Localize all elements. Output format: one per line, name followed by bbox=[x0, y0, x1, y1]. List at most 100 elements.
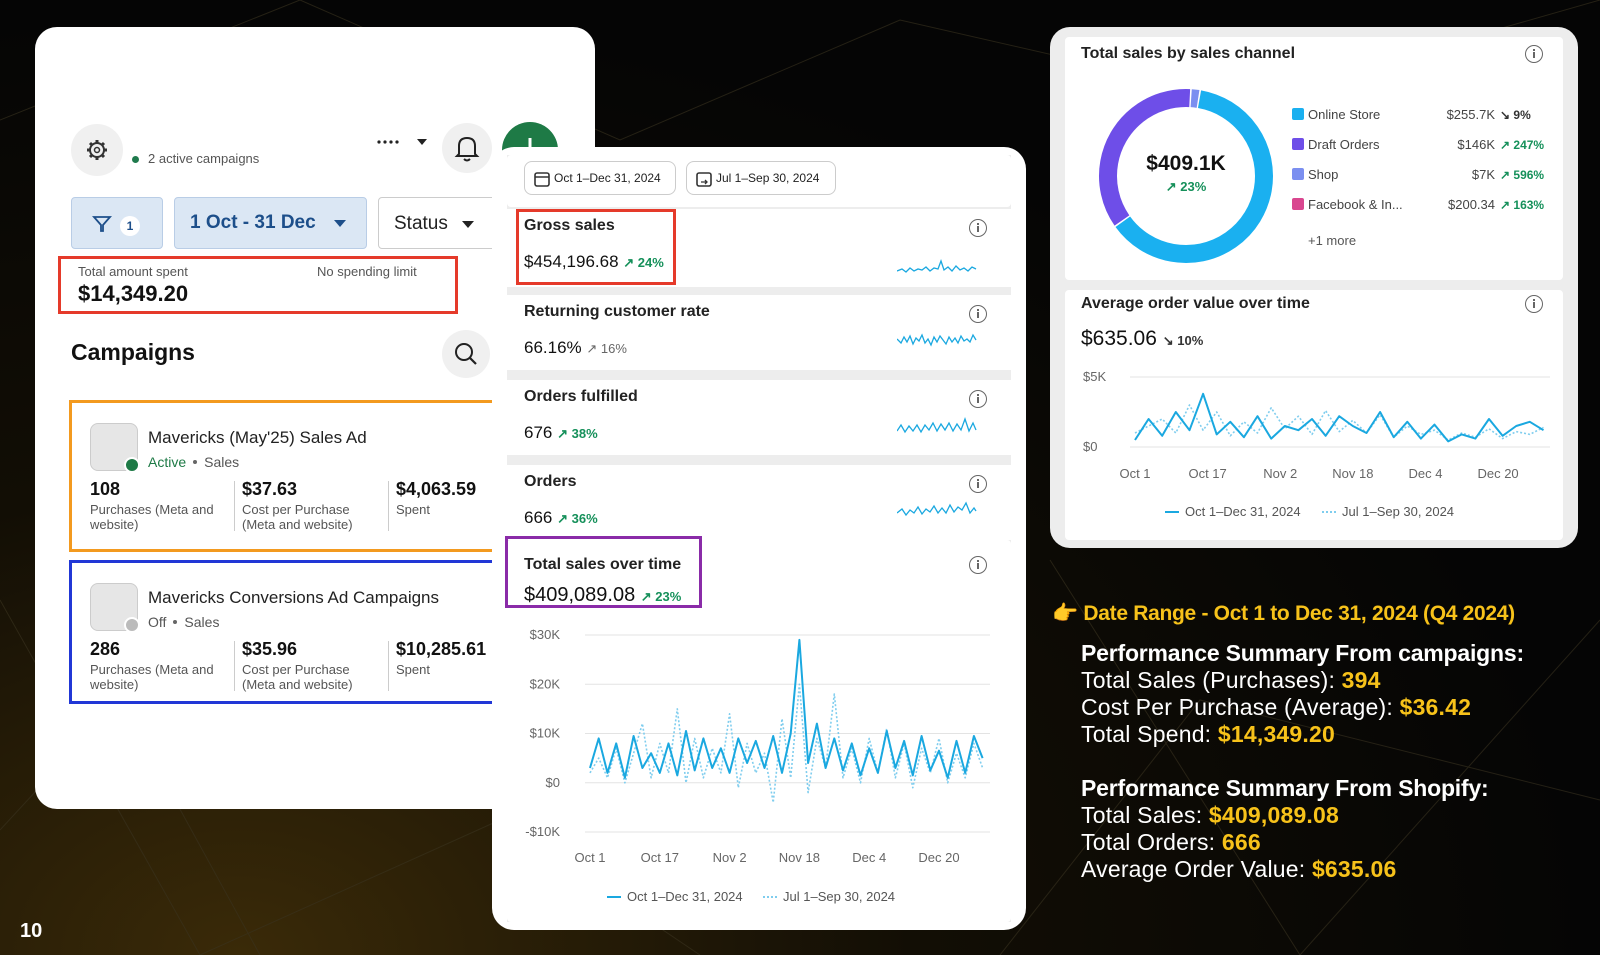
headline-change: ↘ 10% bbox=[1162, 333, 1204, 348]
chart-headline: $409,089.08 ↗ 23% bbox=[524, 584, 681, 607]
metric-card: Orders fulfilled 676 ↗ 38% bbox=[507, 380, 1011, 455]
summary-value: $36.42 bbox=[1399, 694, 1472, 720]
spent-label: Total amount spent bbox=[78, 264, 188, 279]
status-dot bbox=[124, 457, 140, 473]
metric-change: ↗ 36% bbox=[557, 511, 598, 526]
summary-label: Total Spend: bbox=[1081, 721, 1212, 747]
metric-value-line: 676 ↗ 38% bbox=[524, 423, 598, 443]
status-dot bbox=[124, 617, 140, 633]
metric-label: Cost per Purchase (Meta and website) bbox=[242, 502, 353, 532]
info-icon[interactable] bbox=[1525, 295, 1543, 313]
metric-label: Purchases (Meta and website) bbox=[90, 502, 214, 532]
separator bbox=[173, 620, 178, 624]
metric-value: $4,063.59 bbox=[396, 479, 477, 499]
caret bbox=[462, 221, 474, 228]
date-range-button[interactable]: 1 Oct - 31 Dec bbox=[174, 197, 367, 249]
campaign-status: Active bbox=[148, 454, 187, 470]
channel-card: Total sales by sales channel Online Stor… bbox=[1065, 37, 1563, 280]
legend-name: Facebook & In... bbox=[1308, 197, 1403, 212]
summary-value: $14,349.20 bbox=[1217, 721, 1335, 747]
legend-swatch bbox=[1292, 198, 1304, 210]
campaign-card[interactable]: Mavericks (May'25) Sales Ad Active Sales 10… bbox=[69, 400, 549, 552]
info-icon[interactable] bbox=[969, 219, 987, 237]
summary-label: Average Order Value: bbox=[1081, 856, 1306, 882]
campaign-card[interactable]: Mavericks Conversions Ad Campaigns Off Sal… bbox=[69, 560, 549, 704]
metric-divider bbox=[234, 481, 235, 531]
date-current: Oct 1–Dec 31, 2024 bbox=[554, 171, 661, 185]
metric-value-line: 66.16% ↗ 16% bbox=[524, 338, 627, 358]
compare-icon bbox=[696, 172, 712, 187]
metric-card: Returning customer rate 66.16% ↗ 16% bbox=[507, 295, 1011, 370]
summary-label: Total Sales: bbox=[1081, 802, 1203, 828]
gear-icon bbox=[87, 140, 107, 160]
search-button[interactable] bbox=[442, 330, 490, 378]
settings-button[interactable] bbox=[71, 124, 123, 176]
filter-icon bbox=[92, 216, 112, 232]
metric-value: $35.96 bbox=[242, 639, 298, 659]
info-icon[interactable] bbox=[969, 390, 987, 408]
metric-divider bbox=[388, 641, 389, 691]
status-dot bbox=[132, 156, 139, 163]
more-icon[interactable] bbox=[373, 132, 443, 152]
status-button[interactable]: Status bbox=[378, 197, 508, 249]
highlight-box bbox=[516, 209, 676, 285]
legend-name: Shop bbox=[1308, 167, 1339, 182]
info-icon[interactable] bbox=[969, 556, 987, 574]
summary-item: Total Spend: $14,349.20 bbox=[1081, 721, 1335, 748]
metric-title: Orders bbox=[524, 473, 577, 490]
summary-item: Total Sales: $409,089.08 bbox=[1081, 802, 1339, 829]
summary-label: Total Sales (Purchases): bbox=[1081, 667, 1336, 693]
metric-title: Orders fulfilled bbox=[524, 388, 638, 405]
summary-title: Performance Summary From campaigns: bbox=[1081, 640, 1524, 666]
date-chip[interactable]: Jul 1–Sep 30, 2024 bbox=[686, 161, 836, 195]
metric-value: 676 bbox=[524, 423, 553, 442]
filter-button[interactable]: 1 bbox=[71, 197, 163, 249]
summary-item: Cost Per Purchase (Average): $36.42 bbox=[1081, 694, 1471, 721]
summary-item: Total Orders: 666 bbox=[1081, 829, 1261, 856]
spent-value: $14,349.20 bbox=[78, 281, 189, 306]
more-channels[interactable]: +1 more bbox=[1308, 233, 1357, 248]
metric-value-line: $454,196.68 ↗ 24% bbox=[524, 252, 664, 272]
metric-card: Orders 666 ↗ 36% bbox=[507, 465, 1011, 540]
metric-change: ↗ 38% bbox=[557, 426, 598, 441]
metric-change: ↗ 16% bbox=[586, 341, 627, 356]
legend-change: ↘ 9% bbox=[1500, 108, 1531, 122]
legend-value: $255.7K bbox=[1446, 107, 1495, 122]
search-icon bbox=[455, 343, 477, 365]
legend-value: $146K bbox=[1457, 137, 1495, 152]
metric-card: Gross sales $454,196.68 ↗ 24% bbox=[507, 209, 1011, 287]
legend-value: $200.34 bbox=[1448, 197, 1495, 212]
notification-button[interactable] bbox=[442, 123, 492, 173]
campaign-objective: Sales bbox=[204, 454, 240, 470]
date-chip[interactable]: Oct 1–Dec 31, 2024 bbox=[524, 161, 676, 195]
sparklines bbox=[897, 259, 977, 517]
status-filter: Status bbox=[394, 213, 448, 234]
summary-label: Total Orders: bbox=[1081, 829, 1216, 855]
chart-title: Average order value over time bbox=[1081, 295, 1310, 312]
metric-value: $454,196.68 bbox=[524, 252, 619, 271]
legend-swatch bbox=[1292, 108, 1304, 120]
metric-label: Purchases (Meta and website) bbox=[90, 662, 214, 692]
metric-divider bbox=[388, 481, 389, 531]
spending-limit: No spending limit bbox=[317, 264, 417, 279]
metric-value: 286 bbox=[90, 639, 121, 659]
legend-name: Online Store bbox=[1308, 107, 1381, 122]
analytics-panel: Oct 1–Dec 31, 2024 Jul 1–Sep 30, 2024 Gr… bbox=[492, 147, 1026, 930]
caret bbox=[334, 220, 346, 227]
summary-title: Performance Summary From Shopify: bbox=[1081, 775, 1489, 801]
summary-value: 394 bbox=[1341, 667, 1381, 693]
calendar-icon bbox=[534, 172, 550, 187]
info-icon[interactable] bbox=[969, 305, 987, 323]
chart-headline: $635.06 ↘ 10% bbox=[1081, 327, 1203, 351]
metric-value: 108 bbox=[90, 479, 121, 499]
info-icon[interactable] bbox=[1525, 45, 1543, 63]
channels-panel: Total sales by sales channel Online Stor… bbox=[1050, 27, 1578, 548]
metric-value: 666 bbox=[524, 508, 553, 527]
info-icon[interactable] bbox=[969, 475, 987, 493]
filter-count: 1 bbox=[120, 216, 140, 236]
metric-label: Spent bbox=[396, 502, 430, 517]
metric-value: $37.63 bbox=[242, 479, 298, 499]
campaign-status-line: Off Sales bbox=[148, 614, 219, 630]
legend-change: ↗ 247% bbox=[1500, 138, 1545, 152]
